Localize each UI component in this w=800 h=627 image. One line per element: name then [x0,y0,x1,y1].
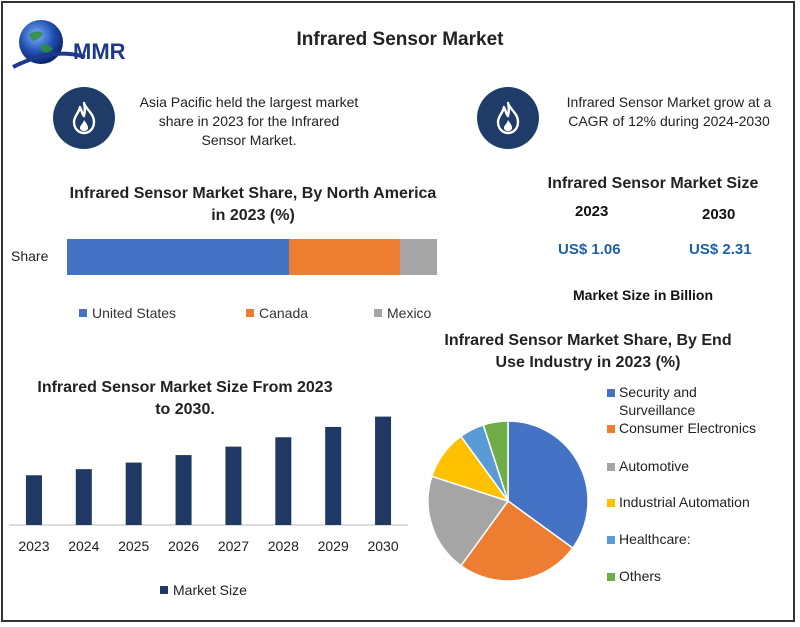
na-legend-swatch-united-states [79,309,87,317]
pie-legend-label-industrial-automation: Industrial Automation [619,494,750,510]
na-share-chart: Share United States Canada Mexico [11,239,437,321]
na-bar-mexico [400,239,437,275]
market-size-chart-title: Infrared Sensor Market Size From 2023 to… [15,377,355,421]
callout-2-line-1: Infrared Sensor Market grow at a [566,94,772,110]
na-legend-swatch-canada [246,309,254,317]
pie-slice-automotive [427,475,510,567]
logo-text: MMR [73,39,126,64]
na-share-title-line-2: in 2023 (%) [211,207,295,224]
market-size-chart-title-line-2: to 2030. [155,401,215,418]
pie-legend-label-automotive: Automotive [619,458,689,474]
pie-legend-swatch-others [607,573,615,581]
x-tick-label-2026: 2026 [168,538,199,554]
na-bar-united-states [67,239,289,275]
pie-legend-label-healthcare: Healthcare: [619,531,691,547]
pie-legend-label-security-and-surveillance-line-2: Surveillance [619,402,695,418]
market-size-bar-2024 [75,469,92,525]
end-use-legend: Security and Surveillance Consumer Electro… [607,387,756,584]
end-use-title: Infrared Sensor Market Share, By End Use… [428,330,748,374]
end-use-pie-chart [427,420,589,582]
x-tick-label-2028: 2028 [268,538,299,554]
pie-legend-label-others: Others [619,568,661,584]
callout-1-text: Asia Pacific held the largest market sha… [129,93,369,150]
pie-legend-swatch-security-and-surveillance [607,389,615,397]
market-size-year-2023: 2023 [575,203,609,220]
flame-icon [496,101,520,135]
na-share-category-label: Share [11,248,49,264]
callout-1-line-1: Asia Pacific held the largest market [139,94,359,110]
pie-legend-swatch-automotive [607,463,615,471]
market-size-value-2023: US$ 1.06 [558,241,621,258]
pie-legend-label-consumer-electronics: Consumer Electronics [619,420,756,436]
x-tick-label-2027: 2027 [218,538,249,554]
na-legend-label-mexico: Mexico [387,305,432,321]
na-legend-swatch-mexico [374,309,382,317]
na-legend-label-canada: Canada [259,305,308,321]
page-title: Infrared Sensor Market [296,29,504,50]
x-tick-label-2030: 2030 [367,538,398,554]
callout-2-text: Infrared Sensor Market grow at a CAGR of… [553,93,785,131]
market-size-unit-note: Market Size in Billion [573,287,714,303]
pie-slice-security-and-surveillance [507,420,589,550]
callout-2-line-2: CAGR of 12% during 2024-2030 [568,113,770,129]
callout-1-line-2: share in 2023 for the Infrared [158,113,340,129]
callout-1-badge [53,87,115,149]
market-size-title: Infrared Sensor Market Size [547,175,759,192]
market-size-bar-2026 [175,455,192,525]
na-legend-label-united-states: United States [92,305,176,321]
x-tick-label-2029: 2029 [318,538,349,554]
pie-legend-swatch-consumer-electronics [607,425,615,433]
market-size-bar-2025 [125,462,142,525]
x-tick-label-2024: 2024 [68,538,99,554]
x-tick-label-2025: 2025 [118,538,149,554]
pie-slice-others [482,420,509,502]
pie-legend-swatch-healthcare [607,536,615,544]
market-size-bar-2027 [225,446,242,525]
pie-legend-swatch-industrial-automation [607,499,615,507]
callout-1-line-3: Sensor Market. [201,132,297,148]
end-use-title-line-1: Infrared Sensor Market Share, By End [444,332,732,349]
end-use-title-line-2: Use Industry in 2023 (%) [495,354,681,371]
na-share-title-line-1: Infrared Sensor Market Share, By North A… [69,185,437,202]
pie-legend-label-security-and-surveillance: Security and [619,387,697,400]
market-size-bar-chart: 2023 2024 2025 2026 2027 2028 2029 2030 Market … [9,416,408,598]
market-size-chart-title-line-1: Infrared Sensor Market Size From 2023 [37,379,333,396]
market-size-bar-2030 [375,416,392,525]
mmr-logo: MMR [12,20,126,69]
market-size-bar-2029 [325,426,342,525]
x-tick-label-2023: 2023 [18,538,49,554]
market-size-legend-label: Market Size [173,582,247,598]
callout-2-badge [477,87,539,149]
na-share-title: Infrared Sensor Market Share, By North A… [43,183,463,227]
market-size-year-2030: 2030 [702,206,736,223]
flame-icon [72,101,96,135]
market-size-bar-2028 [275,437,292,525]
market-size-value-2030: US$ 2.31 [689,241,752,258]
market-size-legend-swatch [160,586,168,594]
pie-slice-consumer-electronics [459,499,574,582]
market-size-bar-2023 [25,475,42,525]
na-bar-canada [289,239,400,275]
